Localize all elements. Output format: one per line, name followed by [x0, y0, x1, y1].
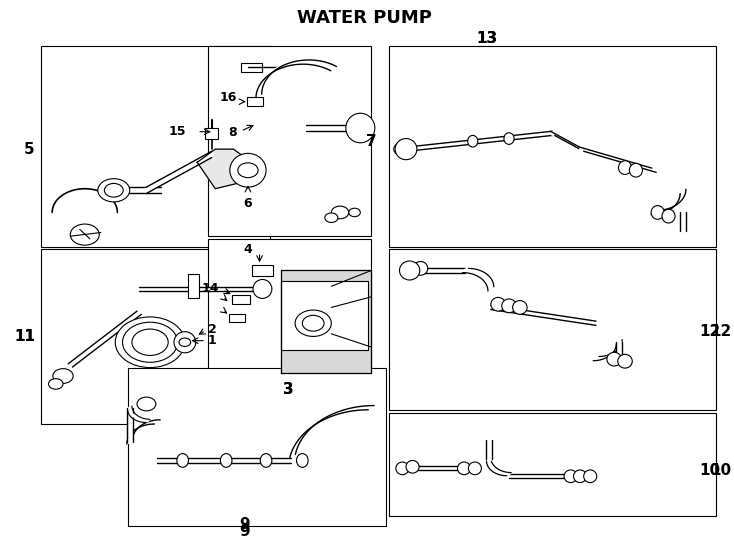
Ellipse shape — [651, 206, 664, 219]
Text: 10: 10 — [711, 463, 731, 478]
Text: 13: 13 — [476, 31, 498, 46]
Circle shape — [53, 369, 73, 383]
Text: 15: 15 — [169, 125, 186, 138]
Text: 11: 11 — [14, 329, 35, 344]
Ellipse shape — [619, 161, 631, 174]
Text: 2: 2 — [208, 323, 217, 336]
Text: 7: 7 — [366, 134, 377, 148]
Bar — [232, 295, 250, 304]
Text: 16: 16 — [219, 91, 237, 104]
Ellipse shape — [491, 298, 506, 311]
Circle shape — [179, 338, 191, 347]
Ellipse shape — [457, 462, 470, 475]
Ellipse shape — [174, 332, 196, 353]
Bar — [41, 249, 291, 423]
Text: 10: 10 — [700, 463, 721, 478]
Ellipse shape — [629, 164, 642, 177]
Circle shape — [393, 142, 413, 156]
Polygon shape — [280, 271, 371, 373]
Ellipse shape — [584, 470, 597, 483]
Text: 14: 14 — [201, 282, 219, 295]
Text: 4: 4 — [244, 243, 252, 256]
Ellipse shape — [406, 461, 419, 473]
Text: 3: 3 — [283, 382, 293, 397]
Circle shape — [325, 213, 338, 222]
Ellipse shape — [413, 261, 428, 275]
Ellipse shape — [607, 352, 622, 366]
Ellipse shape — [502, 299, 516, 313]
Bar — [280, 281, 368, 349]
Circle shape — [238, 163, 258, 178]
Bar — [389, 46, 716, 247]
Ellipse shape — [230, 153, 266, 187]
Circle shape — [137, 397, 156, 411]
Ellipse shape — [402, 264, 417, 278]
Text: 12: 12 — [700, 323, 721, 339]
Ellipse shape — [618, 354, 632, 368]
Bar — [208, 239, 371, 381]
Circle shape — [331, 206, 349, 219]
Text: 6: 6 — [244, 197, 252, 210]
Ellipse shape — [395, 139, 417, 160]
Ellipse shape — [177, 454, 189, 467]
Text: 13: 13 — [476, 31, 498, 46]
Ellipse shape — [220, 454, 232, 467]
Circle shape — [70, 224, 99, 245]
Bar — [389, 413, 716, 516]
Bar — [208, 46, 371, 236]
Text: 11: 11 — [14, 329, 35, 344]
Circle shape — [104, 184, 123, 197]
Bar — [241, 63, 263, 72]
Ellipse shape — [297, 454, 308, 467]
Text: 1: 1 — [208, 334, 217, 347]
Ellipse shape — [573, 470, 586, 483]
Circle shape — [349, 208, 360, 217]
Bar — [252, 265, 273, 276]
Text: 5: 5 — [23, 141, 34, 157]
Ellipse shape — [512, 301, 527, 314]
Circle shape — [302, 315, 324, 331]
Ellipse shape — [346, 113, 375, 143]
Ellipse shape — [468, 136, 478, 147]
Polygon shape — [197, 149, 248, 188]
Ellipse shape — [261, 454, 272, 467]
Ellipse shape — [662, 210, 675, 223]
Circle shape — [123, 322, 178, 362]
Text: 12: 12 — [710, 323, 731, 339]
Ellipse shape — [504, 133, 514, 144]
Bar — [247, 97, 264, 106]
Bar — [229, 314, 245, 322]
Text: 8: 8 — [228, 126, 237, 139]
Text: 9: 9 — [239, 524, 250, 539]
Circle shape — [115, 317, 185, 368]
Ellipse shape — [253, 280, 272, 299]
Circle shape — [98, 179, 130, 202]
Ellipse shape — [564, 470, 577, 483]
Text: 9: 9 — [239, 517, 250, 532]
Ellipse shape — [396, 462, 409, 475]
Circle shape — [132, 329, 168, 355]
Text: 3: 3 — [283, 382, 293, 397]
Circle shape — [295, 310, 331, 336]
Bar — [389, 249, 716, 410]
Circle shape — [48, 379, 63, 389]
Ellipse shape — [399, 261, 420, 280]
Bar — [41, 46, 269, 247]
Bar — [206, 128, 218, 139]
Text: WATER PUMP: WATER PUMP — [297, 9, 432, 28]
Bar — [188, 274, 199, 298]
Ellipse shape — [468, 462, 482, 475]
Bar — [128, 368, 386, 526]
